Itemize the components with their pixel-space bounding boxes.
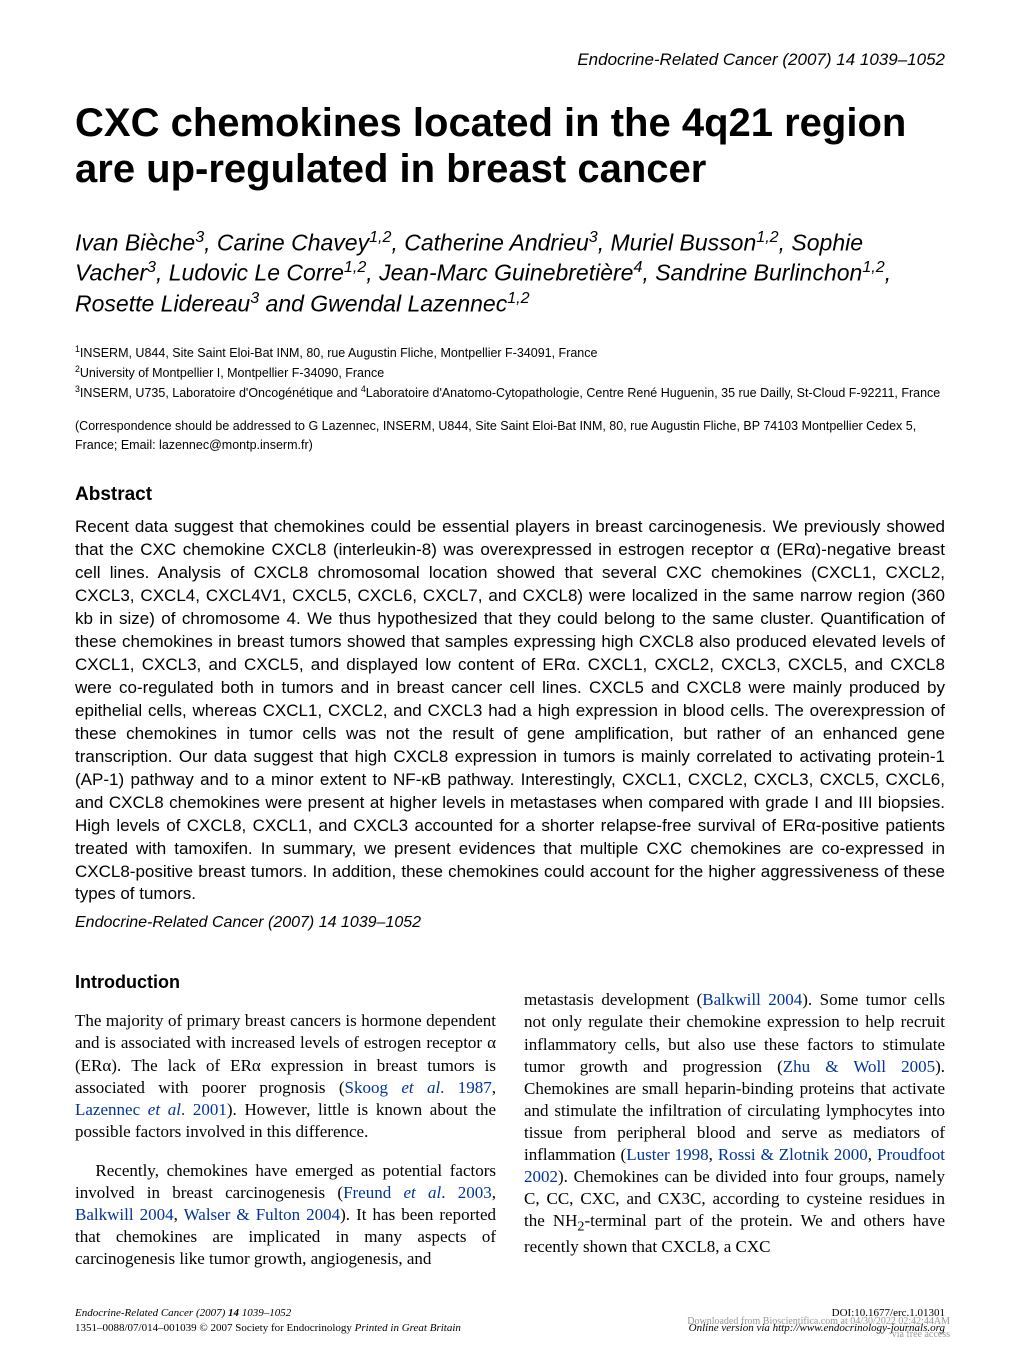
footer-left: Endocrine-Related Cancer (2007) 14 1039–… [75, 1306, 461, 1335]
affiliation-line: 3INSERM, U735, Laboratoire d'Oncogénétiq… [75, 383, 945, 403]
correspondence: (Correspondence should be addressed to G… [75, 417, 945, 455]
affiliations: 1INSERM, U844, Site Saint Eloi-Bat INM, … [75, 343, 945, 403]
article-title: CXC chemokines located in the 4q21 regio… [75, 100, 945, 192]
article-authors: Ivan Bièche3, Carine Chavey1,2, Catherin… [75, 227, 945, 318]
introduction-heading: Introduction [75, 972, 496, 993]
body-paragraph: The majority of primary breast cancers i… [75, 1010, 496, 1143]
abstract-heading: Abstract [75, 484, 945, 506]
left-column: Introduction The majority of primary bre… [75, 972, 496, 1270]
footer-citation: Endocrine-Related Cancer (2007) 14 1039–… [75, 1306, 461, 1320]
body-paragraph: Recently, chemokines have emerged as pot… [75, 1160, 496, 1270]
abstract-citation: Endocrine-Related Cancer (2007) 14 1039–… [75, 914, 945, 932]
affiliation-line: 1INSERM, U844, Site Saint Eloi-Bat INM, … [75, 343, 945, 363]
body-columns: Introduction The majority of primary bre… [75, 972, 945, 1270]
watermark-line: Downloaded from Bioscientifica.com at 04… [687, 1316, 950, 1329]
right-column: metastasis development (Balkwill 2004). … [524, 972, 945, 1270]
download-watermark: Downloaded from Bioscientifica.com at 04… [687, 1316, 950, 1341]
body-paragraph: metastasis development (Balkwill 2004). … [524, 989, 945, 1258]
watermark-line: via free access [687, 1329, 950, 1342]
abstract-body: Recent data suggest that chemokines coul… [75, 516, 945, 906]
affiliation-line: 2University of Montpellier I, Montpellie… [75, 363, 945, 383]
running-header: Endocrine-Related Cancer (2007) 14 1039–… [75, 50, 945, 70]
footer-copyright: 1351–0088/07/014–001039 © 2007 Society f… [75, 1321, 461, 1335]
page: Endocrine-Related Cancer (2007) 14 1039–… [0, 0, 1020, 1365]
